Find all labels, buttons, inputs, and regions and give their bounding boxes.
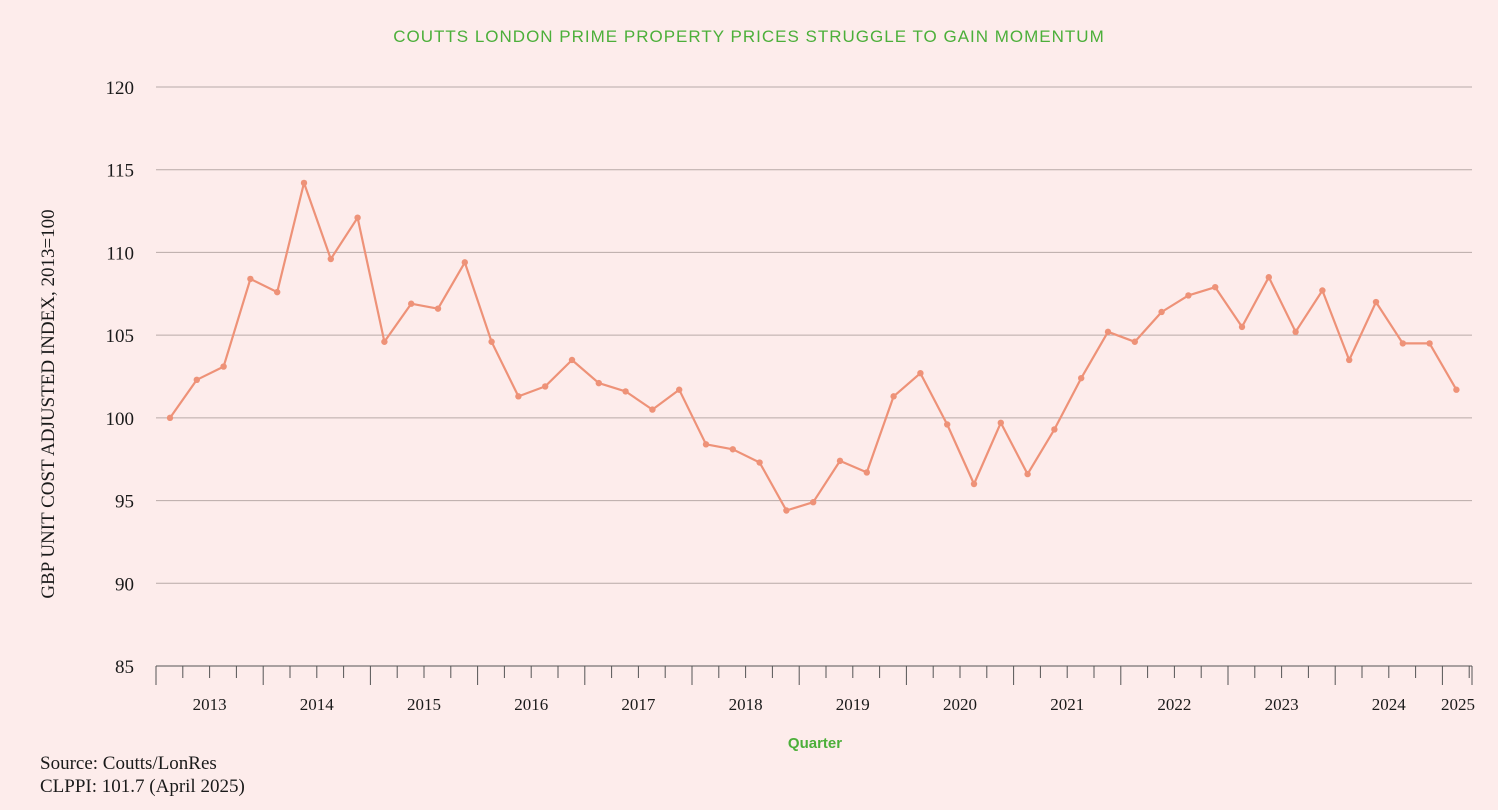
data-point <box>1426 340 1433 347</box>
data-point <box>568 356 576 364</box>
data-point <box>1104 328 1112 336</box>
grid-lines <box>156 86 1472 584</box>
data-point <box>1346 356 1353 364</box>
clppi-note: CLPPI: 101.7 (April 2025) <box>40 776 245 797</box>
y-tick-label-100: 100 <box>106 409 135 430</box>
y-tick-label-85: 85 <box>115 657 134 678</box>
data-point <box>408 300 415 307</box>
x-tick-label-2023: 2023 <box>1265 695 1299 714</box>
x-tick-label-2014: 2014 <box>300 695 335 714</box>
y-tick-label-105: 105 <box>106 326 135 347</box>
data-point <box>220 363 227 370</box>
x-tick-label-2020: 2020 <box>943 695 977 714</box>
data-point <box>1131 338 1139 345</box>
x-axis <box>155 665 1473 685</box>
data-point <box>649 406 656 413</box>
data-point <box>783 507 790 514</box>
data-point <box>1158 308 1165 316</box>
data-point <box>1372 298 1380 306</box>
data-point <box>810 499 817 506</box>
y-tick-label-95: 95 <box>115 492 134 513</box>
data-point <box>1399 340 1407 347</box>
data-point <box>676 386 683 393</box>
data-point <box>890 393 897 400</box>
x-axis-title: Quarter <box>788 735 842 752</box>
data-point <box>622 388 629 395</box>
x-tick-label-2019: 2019 <box>836 695 870 714</box>
data-point <box>917 369 924 377</box>
data-point <box>274 288 281 296</box>
x-tick-label-2025: 2025 <box>1441 695 1475 714</box>
data-point <box>1265 274 1273 281</box>
data-point <box>1212 283 1219 291</box>
chart-title: COUTTS LONDON PRIME PROPERTY PRICES STRU… <box>393 27 1105 46</box>
data-point <box>193 376 200 384</box>
source-note: Source: Coutts/LonRes <box>40 753 217 774</box>
data-point <box>1238 323 1246 331</box>
data-point <box>327 255 334 263</box>
data-point <box>1185 292 1192 299</box>
data-point <box>1078 374 1085 382</box>
y-tick-label-110: 110 <box>106 243 134 264</box>
data-point <box>836 457 844 465</box>
data-point <box>1453 386 1460 393</box>
data-point <box>1024 470 1031 478</box>
data-point <box>488 338 495 345</box>
data-point <box>1051 426 1058 433</box>
x-tick-label-2017: 2017 <box>621 695 656 714</box>
data-point <box>863 469 870 476</box>
series-clppi <box>166 179 1460 514</box>
x-tick-label-2013: 2013 <box>193 695 227 714</box>
data-point <box>166 414 174 422</box>
data-point <box>997 419 1004 427</box>
data-point <box>756 459 763 466</box>
data-point <box>434 305 442 312</box>
x-tick-label-2015: 2015 <box>407 695 441 714</box>
x-tick-label-2022: 2022 <box>1157 695 1191 714</box>
data-point <box>1319 287 1326 294</box>
data-point <box>729 446 736 453</box>
y-tick-label-120: 120 <box>106 78 135 99</box>
data-point <box>542 383 549 390</box>
data-point <box>461 259 468 266</box>
data-point <box>702 441 710 448</box>
data-point <box>970 480 978 488</box>
data-point <box>1292 328 1299 336</box>
x-axis-year-labels: 2013 2014 2015 2016 2017 2018 2019 2020 2021 2022… <box>193 695 1475 714</box>
x-tick-label-2021: 2021 <box>1050 695 1084 714</box>
data-point <box>247 275 254 283</box>
data-point <box>944 421 951 428</box>
data-point <box>381 338 388 345</box>
data-point <box>354 214 361 221</box>
y-tick-label-90: 90 <box>115 574 134 595</box>
x-tick-label-2016: 2016 <box>514 695 548 714</box>
data-point <box>595 379 602 387</box>
data-point <box>300 179 308 187</box>
y-tick-label-115: 115 <box>106 161 134 182</box>
series-line <box>169 181 1458 512</box>
x-tick-label-2024: 2024 <box>1372 695 1407 714</box>
data-point <box>515 393 522 400</box>
x-tick-label-2018: 2018 <box>729 695 763 714</box>
y-axis-ticks: 85 90 95 100 105 110 115 120 <box>106 78 135 678</box>
y-axis-title: GBP UNIT COST ADJUSTED INDEX, 2013=100 <box>38 209 59 598</box>
